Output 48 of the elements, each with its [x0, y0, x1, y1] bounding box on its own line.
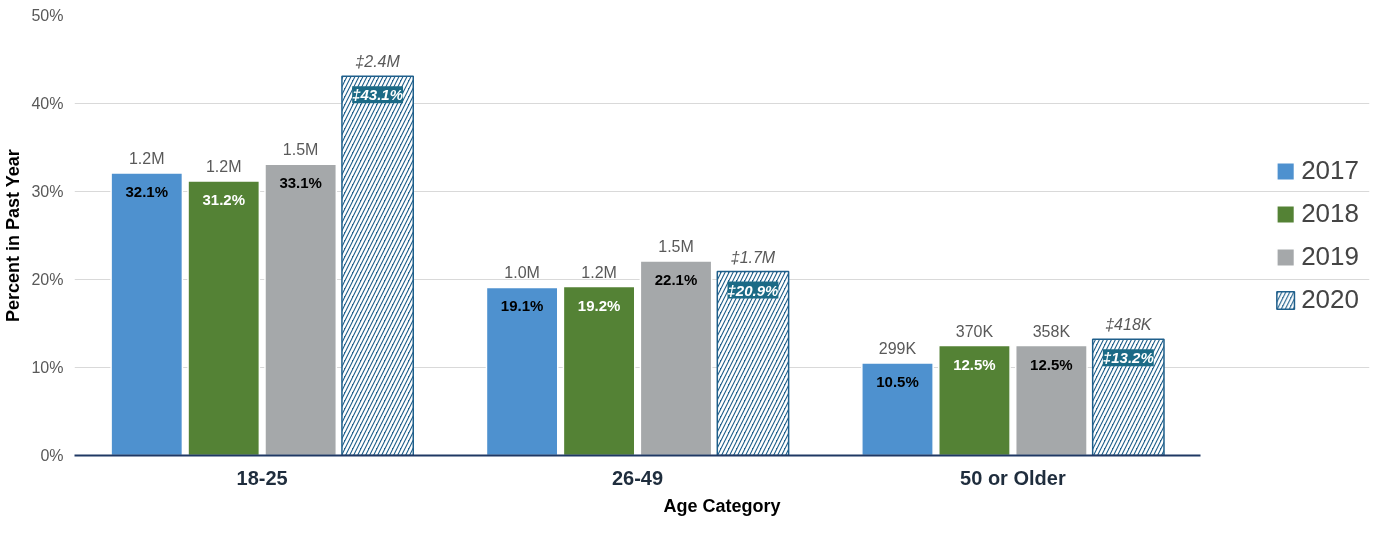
- annotation: 1.5M: [658, 238, 694, 256]
- data-label: 12.5%: [1030, 355, 1073, 373]
- x-tick-label: 18-25: [236, 466, 288, 489]
- data-label: 19.1%: [500, 297, 544, 315]
- legend-label: 2020: [1301, 284, 1359, 315]
- legend-label: 2017: [1301, 155, 1359, 186]
- annotation: 1.5M: [282, 141, 319, 159]
- y-tick-label: 20%: [31, 271, 64, 288]
- x-tick-label: 50 or Older: [960, 466, 1066, 489]
- data-label: 10.5%: [876, 373, 919, 391]
- bar: [110, 172, 184, 456]
- data-label: 19.2%: [577, 296, 621, 314]
- annotation: 1.2M: [128, 150, 165, 168]
- bar: [562, 285, 636, 456]
- annotation: ‡1.7M: [730, 248, 776, 266]
- y-tick-label: 40%: [31, 95, 64, 112]
- x-axis-title: Age Category: [663, 495, 781, 516]
- data-label: 31.2%: [202, 190, 245, 208]
- annotation: 1.0M: [504, 264, 540, 282]
- data-label: ‡43.1%: [352, 86, 404, 104]
- bar: [861, 362, 934, 456]
- bar: [485, 286, 559, 456]
- y-axis-title: Percent in Past Year: [3, 149, 24, 323]
- bar: [1014, 344, 1088, 456]
- y-tick-label: 10%: [31, 359, 64, 376]
- y-tick-label: 0%: [40, 447, 64, 464]
- annotation: 299K: [878, 340, 917, 358]
- data-label: 12.5%: [953, 355, 996, 373]
- annotation: ‡2.4M: [355, 53, 401, 71]
- annotation: 1.2M: [205, 157, 242, 175]
- legend-label: 2018: [1301, 198, 1359, 229]
- data-label: 33.1%: [279, 174, 322, 192]
- y-tick-label: 50%: [31, 7, 64, 24]
- bar: [264, 163, 338, 456]
- legend-label: 2019: [1301, 241, 1359, 272]
- bar: [639, 260, 713, 456]
- y-tick-label: 30%: [31, 183, 64, 200]
- data-label: 32.1%: [125, 183, 169, 201]
- x-tick-label: 26-49: [611, 466, 664, 489]
- data-label: ‡13.2%: [1102, 349, 1154, 367]
- annotation: 358K: [1032, 322, 1071, 340]
- data-label: ‡20.9%: [727, 281, 779, 299]
- data-label: 22.1%: [654, 271, 698, 289]
- bar: [938, 344, 1011, 456]
- bar: [187, 180, 261, 456]
- annotation: ‡418K: [1105, 316, 1153, 334]
- annotation: 370K: [955, 322, 994, 340]
- annotation: 1.2M: [581, 263, 617, 281]
